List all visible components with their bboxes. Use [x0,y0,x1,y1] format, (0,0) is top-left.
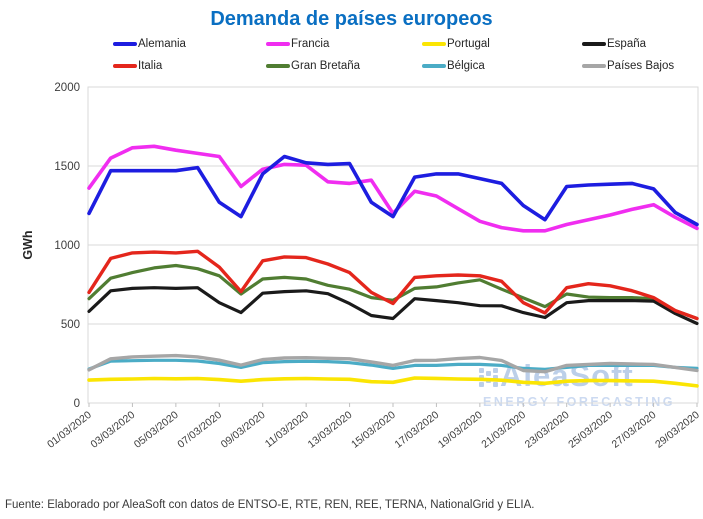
legend-swatch [113,42,137,46]
x-tick-label: 21/03/2020 [479,409,528,451]
legend-label: Portugal [447,38,490,50]
series-line-italia [87,249,699,321]
x-tick-label: 17/03/2020 [392,409,441,451]
x-tick-label: 23/03/2020 [523,409,572,451]
legend-item-alemania: Alemania [113,38,266,50]
legend-item-francia: Francia [266,38,422,50]
legend-swatch [422,42,446,46]
x-tick-label: 15/03/2020 [349,409,398,451]
x-tick-label: 05/03/2020 [132,409,181,451]
legend-label: Italia [138,60,163,72]
legend-item-gran-bretana: Gran Bretaña [266,60,422,72]
series-line-gran-bretana [87,263,699,321]
x-tick-label: 11/03/2020 [263,409,311,450]
legend-swatch [113,64,137,68]
legend-label: Francia [291,38,330,50]
y-axis-title: GWh [21,230,35,259]
legend-swatch [582,42,606,46]
legend-swatch [266,42,290,46]
y-tick-label: 2000 [54,82,80,94]
chart-plot-area: 2000150010005000GWh01/03/202003/03/20200… [21,82,702,451]
x-tick-label: 29/03/2020 [653,409,702,451]
legend-item-portugal: Portugal [422,38,582,50]
legend-swatch [266,64,290,68]
legend-item-espana: España [582,38,688,50]
source-caption: Fuente: Elaborado por AleaSoft con datos… [5,499,535,511]
y-tick-label: 1000 [54,240,80,252]
x-tick-label: 13/03/2020 [306,409,355,451]
legend-label: Bélgica [447,60,485,72]
y-tick-label: 1500 [54,161,80,173]
x-tick-label: 07/03/2020 [175,409,224,451]
legend-item-paises-bajos: Países Bajos [582,60,688,72]
legend-label: Alemania [138,38,186,50]
x-tick-label: 25/03/2020 [566,409,615,451]
x-tick-label: 01/03/2020 [45,409,94,451]
legend-item-italia: Italia [113,60,266,72]
x-tick-label: 03/03/2020 [88,409,137,451]
watermark-tagline: ENERGY FORECASTING [483,395,676,409]
series-line-paises-bajos [87,353,699,374]
legend-swatch [422,64,446,68]
legend-label: Gran Bretaña [291,60,361,72]
chart-title: Demanda de países europeos [210,8,493,30]
legend-label: España [607,38,647,50]
legend-item-belgica: Bélgica [422,60,582,72]
y-tick-label: 0 [74,398,80,410]
x-tick-label: 19/03/2020 [436,409,485,451]
legend-swatch [582,64,606,68]
y-tick-label: 500 [61,319,80,331]
series-line-portugal [87,376,699,388]
series-line-alemania [87,154,699,227]
x-tick-label: 09/03/2020 [219,409,268,451]
legend-label: Países Bajos [607,60,675,72]
series-line-espana [87,286,699,326]
legend: Alemania Francia Portugal España Italia Gran … [113,38,688,72]
x-tick-label: 27/03/2020 [610,409,659,451]
aleasoft-logo-icon [479,367,484,373]
